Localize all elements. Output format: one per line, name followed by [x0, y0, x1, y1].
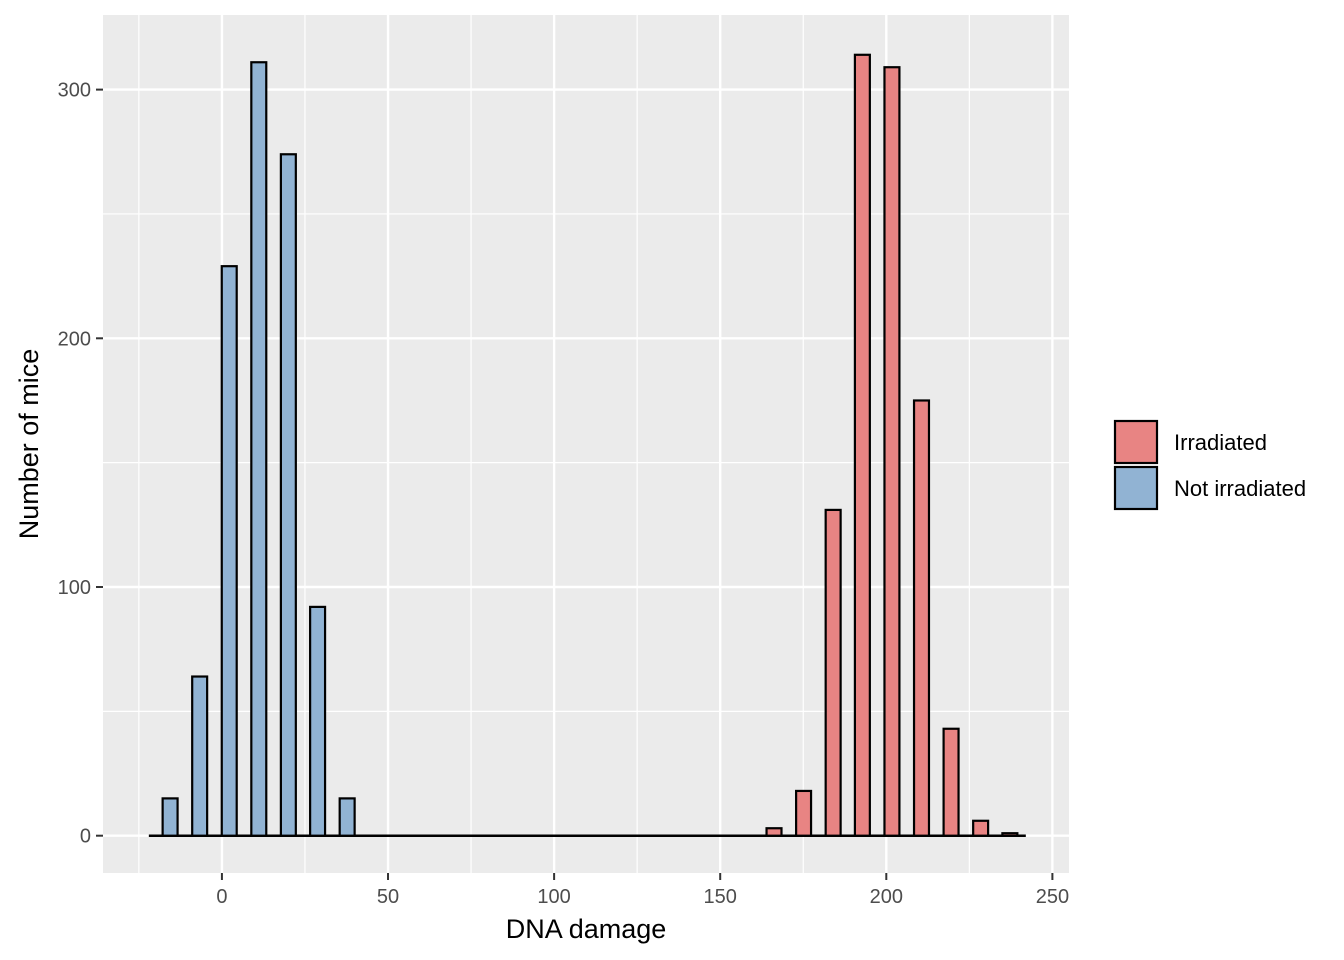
bar-not-irradiated: [338, 797, 356, 837]
x-tick-label: 50: [377, 886, 399, 908]
bar-not-irradiated: [161, 797, 179, 837]
x-tick-label: 250: [1036, 886, 1069, 908]
y-tick-label: 100: [58, 577, 91, 599]
bar-not-irradiated: [191, 675, 209, 837]
x-tick-label: 100: [537, 886, 570, 908]
x-axis: 0 50 100 150 200 250: [216, 873, 1069, 908]
legend-key: [1113, 419, 1159, 465]
bar-irradiated: [972, 819, 990, 837]
bar-irradiated: [942, 727, 960, 837]
y-tick-label: 200: [58, 328, 91, 350]
y-tick-label: 300: [58, 80, 91, 102]
bar-not-irradiated: [279, 153, 297, 837]
x-tick-label: 0: [216, 886, 227, 908]
y-axis-title: Number of mice: [14, 349, 44, 540]
bars: [161, 53, 1019, 837]
bar-not-irradiated: [220, 265, 238, 837]
bar-irradiated: [765, 827, 783, 837]
bar-irradiated: [795, 789, 813, 837]
y-axis: 0 100 200 300: [58, 80, 103, 848]
x-axis-title: DNA damage: [506, 914, 667, 944]
bar-not-irradiated: [309, 605, 327, 837]
legend-label: Not irradiated: [1174, 476, 1306, 501]
bar-irradiated: [824, 508, 842, 837]
bar-irradiated: [883, 66, 901, 837]
bar-not-irradiated: [250, 61, 268, 837]
legend-label: Irradiated: [1174, 430, 1267, 455]
x-tick-label: 200: [870, 886, 903, 908]
x-tick-label: 150: [704, 886, 737, 908]
y-tick-label: 0: [80, 826, 91, 848]
legend-key: [1113, 465, 1159, 511]
bar-irradiated: [853, 53, 871, 837]
bar-irradiated: [1001, 832, 1019, 837]
legend: Irradiated Not irradiated: [1113, 419, 1306, 511]
bar-irradiated: [912, 399, 931, 837]
